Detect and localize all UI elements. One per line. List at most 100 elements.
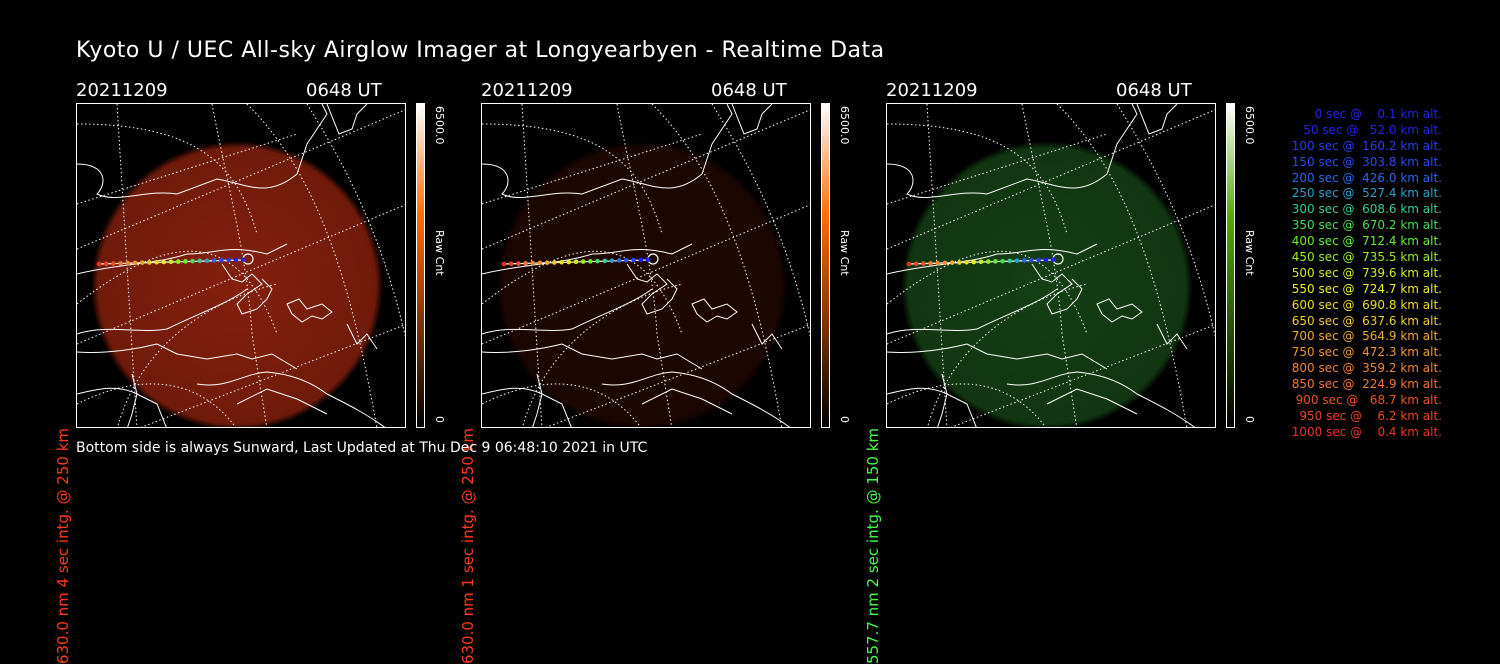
track-point xyxy=(125,260,131,266)
track-point xyxy=(964,259,969,265)
graticule-line xyxy=(616,104,673,427)
track-point xyxy=(219,257,224,263)
legend-row: 900 sec @ 68.7 km alt. xyxy=(1291,393,1442,408)
track-point xyxy=(501,261,507,267)
track-point xyxy=(161,259,167,265)
track-point xyxy=(183,259,188,264)
airglow-panel-3: 20211209 0648 UT 6500.0 Raw Cnt 0 557.7 … xyxy=(864,80,1326,664)
track-point xyxy=(175,259,181,264)
legend-row: 350 sec @ 670.2 km alt. xyxy=(1287,218,1442,233)
track-point xyxy=(96,261,102,267)
track-point xyxy=(523,261,528,266)
graticule-line xyxy=(887,133,1108,205)
coastline xyxy=(196,371,386,427)
track-point xyxy=(645,257,651,262)
coastline xyxy=(221,263,273,315)
track-point xyxy=(1050,257,1056,262)
coastline xyxy=(127,373,138,427)
colorbar-max-label: 6500.0 xyxy=(433,106,446,145)
track-point xyxy=(985,259,991,264)
coastline xyxy=(887,343,1108,370)
track-point xyxy=(993,259,998,264)
coastline xyxy=(937,373,948,427)
graticule-line xyxy=(482,123,663,235)
track-point xyxy=(624,257,629,263)
track-point xyxy=(559,259,564,265)
allsky-map xyxy=(76,103,406,428)
graticule-line xyxy=(211,104,268,427)
track-point xyxy=(204,258,210,263)
graticule-line xyxy=(482,133,703,205)
track-point xyxy=(957,260,962,265)
coastline xyxy=(1046,388,1138,415)
graticule-line xyxy=(1021,104,1078,427)
track-point xyxy=(537,260,543,266)
track-point xyxy=(1043,257,1049,263)
legend-row: 500 sec @ 739.6 km alt. xyxy=(1287,265,1442,280)
coastline xyxy=(77,243,288,275)
track-point xyxy=(132,260,138,266)
coastline xyxy=(482,343,703,370)
legend-row: 0 sec @ 0.1 km alt. xyxy=(1303,107,1442,121)
colorbar-min-label: 0 xyxy=(1243,416,1256,423)
track-point xyxy=(573,259,579,265)
track-point xyxy=(530,260,536,266)
legend-row: 250 sec @ 527.4 km alt. xyxy=(1287,186,1442,201)
track-point xyxy=(638,257,644,263)
colorbar-unit-label: Raw Cnt xyxy=(1243,230,1256,276)
map-canvas xyxy=(887,104,1215,427)
colorbar-max-label: 6500.0 xyxy=(1243,106,1256,145)
track-point xyxy=(154,259,159,265)
graticule-line xyxy=(77,123,258,235)
coastline xyxy=(77,343,298,370)
track-point xyxy=(544,260,550,265)
track-point xyxy=(609,258,615,263)
track-point xyxy=(978,259,984,265)
footer-status: Bottom side is always Sunward, Last Upda… xyxy=(76,440,648,456)
coastline xyxy=(731,104,773,135)
coastline xyxy=(482,104,733,198)
colorbar-max-label: 6500.0 xyxy=(838,106,851,145)
track-point xyxy=(1014,258,1020,263)
trajectory-legend: 0 sec @ 0.1 km alt. 50 sec @ 52.0 km alt… xyxy=(1262,107,1442,441)
panel-ylabel: 630.0 nm 4 sec intg. @ 250 km xyxy=(54,428,72,664)
track-point xyxy=(516,261,521,266)
track-point xyxy=(103,261,109,267)
track-point xyxy=(226,257,231,263)
coastline xyxy=(887,288,1058,335)
coastline xyxy=(641,388,733,415)
colorbar xyxy=(416,103,425,428)
coastline xyxy=(626,263,678,315)
colorbar xyxy=(821,103,830,428)
track-point xyxy=(906,261,912,267)
coastline xyxy=(482,288,653,335)
coastline xyxy=(1136,104,1178,135)
coastline xyxy=(532,373,543,427)
map-canvas xyxy=(77,104,405,427)
graticule-line xyxy=(77,133,298,205)
track-point xyxy=(240,257,246,262)
track-point xyxy=(211,258,217,263)
legend-row: 400 sec @ 712.4 km alt. xyxy=(1287,234,1442,249)
allsky-map xyxy=(886,103,1216,428)
page-title: Kyoto U / UEC All-sky Airglow Imager at … xyxy=(76,38,885,63)
colorbar-min-label: 0 xyxy=(838,416,851,423)
track-point xyxy=(928,261,933,266)
track-point xyxy=(147,260,152,265)
graticule-line xyxy=(887,123,1068,235)
allsky-map xyxy=(481,103,811,428)
colorbar xyxy=(1226,103,1235,428)
track-point xyxy=(588,259,593,264)
track-point xyxy=(197,258,203,264)
airglow-disc xyxy=(901,141,1193,427)
track-point xyxy=(595,258,600,264)
track-point xyxy=(168,259,174,265)
airglow-disc xyxy=(91,141,383,427)
coastline xyxy=(326,104,368,135)
track-point xyxy=(190,258,195,264)
track-point xyxy=(942,260,948,266)
track-point xyxy=(139,260,145,265)
colorbar-unit-label: Raw Cnt xyxy=(433,230,446,276)
airglow-disc xyxy=(496,141,788,427)
graticule-line xyxy=(887,250,1088,335)
